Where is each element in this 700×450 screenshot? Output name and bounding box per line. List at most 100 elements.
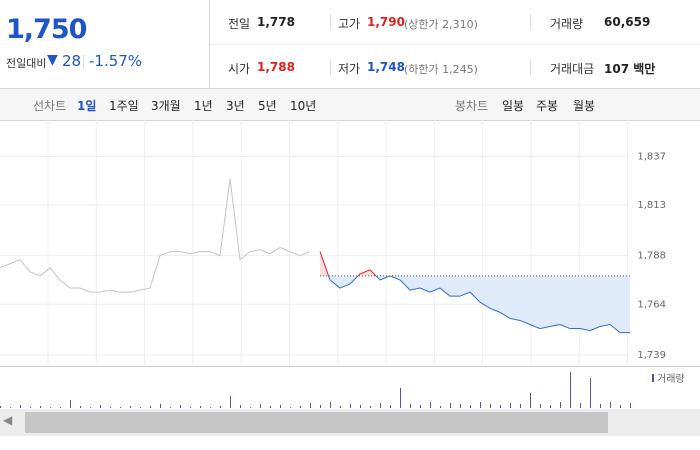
- volume-bar: [440, 406, 441, 408]
- volume-bar: [250, 407, 251, 408]
- volume-bar: [50, 407, 51, 408]
- volume-bar: [450, 403, 451, 408]
- tab[interactable]: 10년: [290, 99, 317, 113]
- volume-bar: [120, 407, 121, 408]
- volume-bar: [230, 396, 231, 408]
- stat-label: 고가: [338, 17, 361, 31]
- stat-label: 저가: [338, 62, 361, 76]
- volume-bar: [200, 406, 201, 408]
- volume-bar: [380, 403, 381, 408]
- volume-bar: [300, 406, 301, 408]
- volume-bar: [420, 405, 421, 408]
- volume-bar: [540, 404, 541, 408]
- y-tick-label: 1,739: [637, 350, 666, 361]
- volume-bar: [390, 405, 391, 408]
- volume-bar: [90, 407, 91, 408]
- stat-value: 1,790: [367, 15, 405, 29]
- volume-bar: [150, 406, 151, 408]
- tab[interactable]: 일봉: [502, 99, 525, 113]
- stat-label: 거래대금: [550, 62, 595, 76]
- stat-label: 전일: [228, 17, 251, 31]
- volume-bar: [30, 407, 31, 408]
- volume-bar: [140, 407, 141, 408]
- stat-value: 60,659: [604, 15, 651, 29]
- y-tick-label: 1,813: [637, 200, 666, 211]
- volume-bar: [40, 406, 41, 408]
- stat-note: (하한가 1,245): [404, 63, 478, 76]
- tab-label: 봉차트: [455, 99, 489, 113]
- volume-bar: [490, 404, 491, 408]
- volume-bar: [530, 393, 531, 408]
- volume-bar: [160, 404, 161, 408]
- price: 1,750: [6, 14, 87, 45]
- stat-value: 1,788: [257, 60, 295, 74]
- volume-bar: [590, 378, 591, 408]
- volume-bar: [500, 405, 501, 408]
- y-tick-label: 1,764: [637, 299, 666, 310]
- volume-bar: [0, 406, 1, 408]
- volume-bar: [310, 403, 311, 408]
- volume-bar: [100, 405, 101, 408]
- volume-bar: [80, 406, 81, 408]
- tab[interactable]: 1년: [194, 99, 213, 113]
- volume-bar: [280, 405, 281, 408]
- price-line: [0, 178, 311, 293]
- volume-bar: [460, 404, 461, 408]
- volume-bar: [70, 400, 71, 408]
- stat-value: 1,778: [257, 15, 295, 29]
- tab[interactable]: 3년: [226, 99, 245, 113]
- tab[interactable]: 3개월: [151, 99, 181, 113]
- y-tick-label: 1,837: [637, 151, 666, 162]
- stat-label: 거래량: [550, 17, 584, 31]
- down-arrow: ▼: [47, 52, 58, 68]
- volume-bar: [520, 404, 521, 408]
- volume-bar: [580, 403, 581, 408]
- price-line-down: [328, 275, 630, 334]
- stat-note: (상한가 2,310): [404, 18, 478, 31]
- volume-bar: [130, 406, 131, 408]
- volume-bar: [370, 406, 371, 408]
- volume-bar: [260, 404, 261, 408]
- volume-bar: [170, 407, 171, 408]
- volume-bar: [240, 405, 241, 408]
- volume-bar: [210, 407, 211, 408]
- price-line-up: [319, 251, 392, 276]
- stat-label: 시가: [228, 62, 251, 76]
- change-label: 전일대비: [6, 57, 47, 70]
- volume-bar: [190, 407, 191, 408]
- volume-bar: [320, 405, 321, 408]
- volume-bar: [570, 372, 571, 408]
- volume-label: 거래량: [657, 373, 685, 385]
- change-pct: -1.57%: [89, 52, 143, 70]
- volume-bar: [340, 406, 341, 408]
- tab[interactable]: 주봉: [536, 99, 559, 113]
- stat-value: 1,748: [367, 60, 405, 74]
- volume-bar: [20, 405, 21, 408]
- tab[interactable]: 월봉: [573, 99, 596, 113]
- volume-bar: [610, 402, 611, 408]
- area-down: [328, 275, 630, 333]
- volume-bar: [400, 388, 401, 408]
- volume-bar: [60, 407, 61, 408]
- tab-bar: [0, 88, 700, 121]
- volume-bar: [470, 405, 471, 408]
- volume-bar: [430, 402, 431, 408]
- tab[interactable]: 1일: [77, 99, 97, 113]
- volume-bar: [350, 404, 351, 408]
- tab[interactable]: 1주일: [109, 99, 139, 113]
- tab[interactable]: 5년: [258, 99, 277, 113]
- volume-bar: [550, 405, 551, 408]
- tab-label: 선차트: [33, 99, 67, 113]
- scroll-left[interactable]: ◀: [3, 413, 13, 427]
- volume-bar: [480, 402, 481, 408]
- scroll-thumb[interactable]: [25, 412, 608, 433]
- volume-bar: [290, 407, 291, 408]
- plot-frame: [0, 120, 700, 367]
- volume-bar: [10, 407, 11, 408]
- y-tick-label: 1,788: [637, 251, 666, 262]
- volume-legend-swatch: [652, 374, 654, 382]
- volume-bar: [600, 404, 601, 408]
- volume-bar: [180, 405, 181, 408]
- volume-bar: [270, 406, 271, 408]
